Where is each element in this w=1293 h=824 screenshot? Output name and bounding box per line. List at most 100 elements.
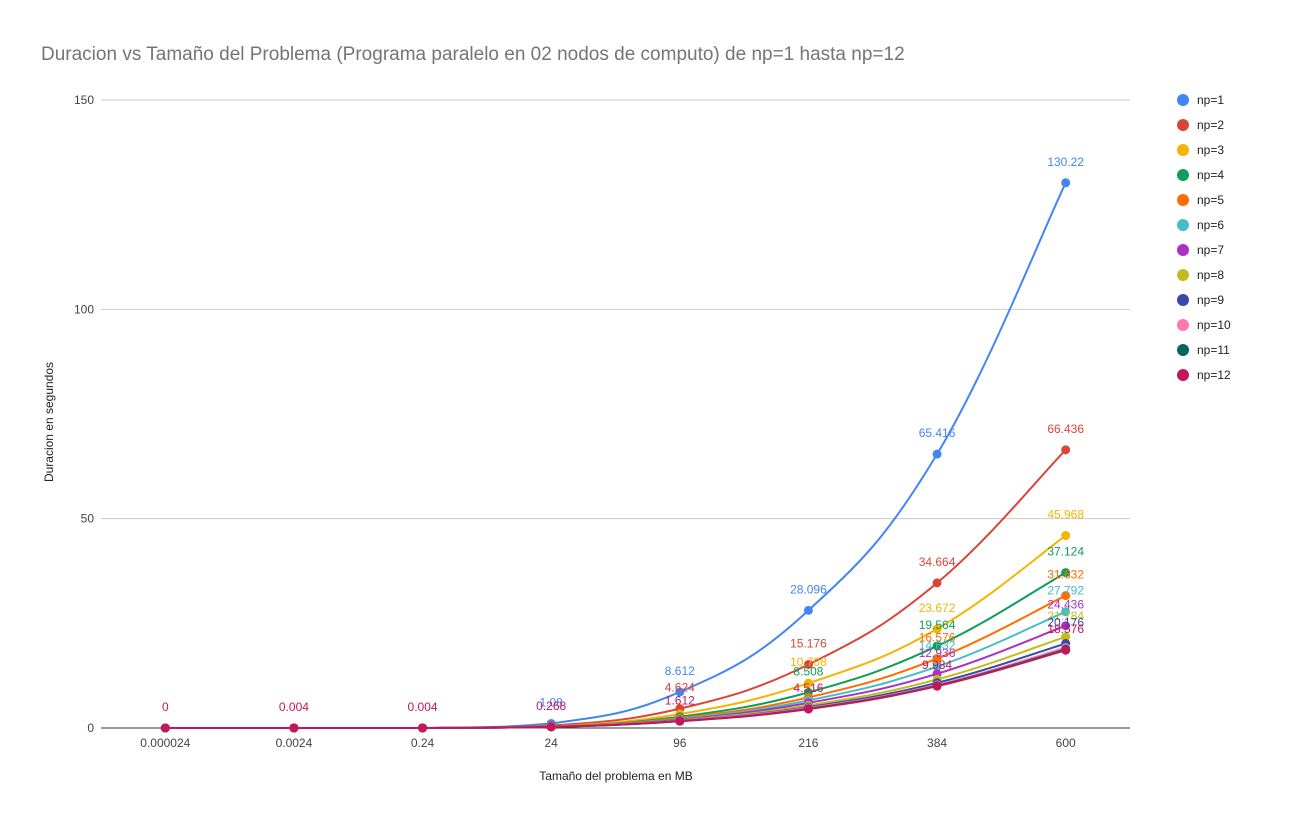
data-point: [675, 716, 685, 726]
legend-label: np=10: [1197, 318, 1231, 332]
x-axis-title: Tamaño del problema en MB: [539, 769, 692, 783]
series-points: [160, 178, 1071, 733]
legend-marker: [1177, 269, 1189, 281]
data-point: [803, 605, 813, 615]
data-point: [932, 641, 942, 651]
data-point: [1061, 645, 1071, 655]
legend-label: np=2: [1197, 118, 1224, 132]
data-point: [932, 654, 942, 664]
data-point: [803, 659, 813, 669]
data-label: 27.792: [1047, 584, 1084, 598]
data-label: 31.632: [1047, 568, 1084, 582]
x-tick-label: 24: [545, 736, 559, 750]
data-label: 0.004: [408, 700, 438, 714]
legend-label: np=11: [1197, 343, 1230, 357]
legend-label: np=9: [1197, 293, 1224, 307]
y-axis-ticks: 0 50 100 150: [74, 93, 94, 735]
data-label: 10.708: [790, 655, 827, 669]
data-label: 0: [162, 700, 169, 714]
data-point: [932, 449, 942, 459]
chart-title: Duracion vs Tamaño del Problema (Program…: [41, 44, 905, 65]
x-tick-label: 0.0024: [276, 736, 313, 750]
data-label: 37.124: [1047, 545, 1084, 559]
data-point: [803, 704, 813, 714]
data-point: [1061, 445, 1071, 455]
data-point: [546, 722, 556, 732]
data-label: 24.436: [1047, 598, 1084, 612]
data-point: [932, 578, 942, 588]
legend: np=1 np=2 np=3 np=4 np=5 np=6 np=7 np=8 np=9 np=1…: [1177, 93, 1231, 382]
x-tick-label: 96: [673, 736, 687, 750]
x-tick-label: 384: [927, 736, 947, 750]
data-point: [289, 723, 299, 733]
data-label: 8.508: [793, 664, 823, 678]
legend-label: np=12: [1197, 368, 1231, 382]
legend-label: np=7: [1197, 243, 1224, 257]
series-line-np12: [165, 649, 1066, 729]
legend-label: np=5: [1197, 193, 1224, 207]
data-point: [1061, 178, 1071, 188]
y-tick-label: 100: [74, 302, 94, 316]
legend-marker: [1177, 244, 1189, 256]
data-label: 15.176: [790, 636, 827, 650]
data-point: [932, 662, 942, 672]
legend-marker: [1177, 194, 1189, 206]
data-point: [1061, 621, 1071, 631]
data-label: 9.984: [922, 658, 952, 672]
data-point: [803, 678, 813, 688]
data-point: [932, 624, 942, 634]
y-axis-title: Duracion en segundos: [42, 362, 56, 482]
x-tick-label: 0.24: [411, 736, 435, 750]
legend-label: np=8: [1197, 268, 1224, 282]
data-point: [160, 723, 170, 733]
data-point: [418, 723, 428, 733]
data-point: [1061, 632, 1071, 642]
data-label: 21.784: [1047, 609, 1084, 623]
data-label: 0.268: [536, 699, 566, 713]
data-point: [932, 681, 942, 691]
data-label: 65.416: [919, 426, 956, 440]
x-tick-label: 0.000024: [140, 736, 190, 750]
y-tick-label: 150: [74, 93, 94, 107]
data-label: 130.22: [1047, 155, 1084, 169]
data-point: [1061, 607, 1071, 617]
data-point: [675, 687, 685, 697]
data-label: 0.004: [279, 700, 309, 714]
y-tick-label: 0: [87, 721, 94, 735]
data-label: 16.576: [919, 631, 956, 645]
legend-label: np=4: [1197, 168, 1224, 182]
data-label: 12.936: [919, 646, 956, 660]
series-lines: [165, 182, 1067, 729]
legend-marker: [1177, 94, 1189, 106]
data-label: 1.08: [540, 695, 564, 709]
data-label: 8.612: [665, 664, 695, 678]
legend-marker: [1177, 344, 1189, 356]
legend-marker: [1177, 119, 1189, 131]
data-label: 23.672: [919, 601, 956, 615]
data-label: 28.096: [790, 582, 827, 596]
data-label: 14.632: [919, 639, 956, 653]
x-tick-label: 600: [1056, 736, 1076, 750]
y-tick-label: 50: [81, 512, 95, 526]
legend-label: np=3: [1197, 143, 1224, 157]
data-label: 19.564: [919, 618, 956, 632]
data-label: 34.664: [919, 555, 956, 569]
data-label: 20.176: [1047, 616, 1084, 630]
x-axis-ticks: 0.000024 0.0024 0.24 24 96 216 384 600: [140, 736, 1076, 750]
data-label: 4.624: [665, 681, 695, 695]
legend-marker: [1177, 144, 1189, 156]
legend-marker: [1177, 319, 1189, 331]
legend-label: np=6: [1197, 218, 1224, 232]
data-labels: 1.08 8.612 28.096 65.416 130.22 4.624 15.176 34…: [162, 155, 1084, 714]
legend-marker: [1177, 219, 1189, 231]
data-point: [1061, 568, 1071, 578]
legend-marker: [1177, 169, 1189, 181]
gridlines: [101, 99, 1130, 729]
data-label: 45.968: [1047, 508, 1084, 522]
data-label: 66.436: [1047, 422, 1084, 436]
legend-marker: [1177, 369, 1189, 381]
data-label: 1.612: [665, 693, 695, 707]
legend-marker: [1177, 294, 1189, 306]
data-label: 4.516: [793, 681, 823, 695]
